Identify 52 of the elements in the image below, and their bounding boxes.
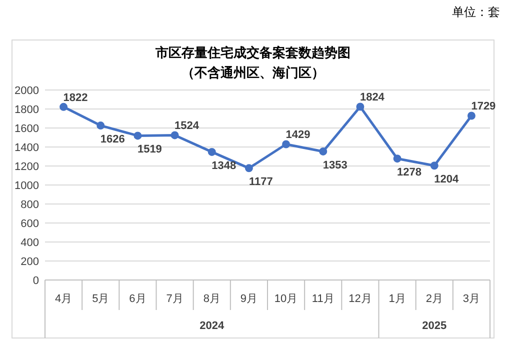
point bbox=[430, 162, 438, 170]
point bbox=[60, 102, 68, 111]
point bbox=[96, 122, 105, 130]
point bbox=[319, 147, 328, 156]
x-tick-label: 2月 bbox=[426, 293, 443, 305]
text: 2024 bbox=[200, 320, 225, 332]
data-label: 1519 bbox=[137, 144, 162, 156]
x-tick-label: 11月 bbox=[312, 293, 334, 305]
chart-title: 市区存量住宅成交备案套数趋势图 bbox=[154, 45, 350, 60]
data-label: 1729 bbox=[471, 100, 496, 113]
x-tick-label: 8月 bbox=[203, 293, 220, 305]
text: 2025 bbox=[422, 320, 447, 332]
data-label: 1348 bbox=[212, 160, 236, 172]
y-tick-label: 600 bbox=[20, 218, 39, 230]
point bbox=[134, 132, 142, 140]
data-label: 1177 bbox=[249, 176, 273, 188]
data-label: 1278 bbox=[397, 166, 422, 179]
point bbox=[467, 112, 476, 120]
y-tick-label: 1800 bbox=[14, 104, 39, 116]
x-tick-label: 10月 bbox=[274, 293, 298, 305]
y-tick-label: 200 bbox=[20, 256, 39, 268]
x-tick-label: 7月 bbox=[166, 293, 184, 305]
y-tick-label: 2000 bbox=[14, 85, 39, 97]
data-label: 1626 bbox=[100, 134, 125, 146]
x-tick-label: 5月 bbox=[92, 293, 110, 305]
point bbox=[244, 164, 253, 172]
data-label: 1824 bbox=[360, 92, 386, 104]
point bbox=[208, 148, 216, 156]
x-tick-label: 4月 bbox=[54, 293, 72, 305]
point bbox=[356, 102, 364, 111]
point bbox=[282, 140, 290, 148]
data-label: 1524 bbox=[174, 120, 200, 132]
y-tick-label: 800 bbox=[20, 199, 39, 211]
x-tick-label: 9月 bbox=[240, 293, 258, 305]
point bbox=[170, 131, 179, 140]
y-tick-label: 1200 bbox=[14, 161, 39, 173]
data-label: 1353 bbox=[322, 159, 348, 172]
x-tick-label: 12月 bbox=[348, 293, 372, 305]
text: 单位：套 bbox=[452, 5, 500, 19]
y-tick-label: 1600 bbox=[14, 123, 39, 135]
y-tick-label: 400 bbox=[20, 237, 39, 249]
x-tick-label: 6月 bbox=[129, 293, 146, 305]
point bbox=[393, 154, 402, 163]
y-tick-label: 0 bbox=[32, 275, 39, 287]
x-tick-label: 3月 bbox=[462, 293, 480, 305]
data-label: 1204 bbox=[434, 174, 460, 186]
y-tick-label: 1400 bbox=[14, 142, 39, 154]
y-tick-label: 1000 bbox=[14, 180, 39, 192]
chart-subtitle: （不含通州区、海门区） bbox=[182, 65, 324, 80]
data-label: 1429 bbox=[286, 129, 310, 142]
x-tick-label: 1月 bbox=[388, 293, 406, 305]
data-label: 1822 bbox=[63, 92, 88, 104]
